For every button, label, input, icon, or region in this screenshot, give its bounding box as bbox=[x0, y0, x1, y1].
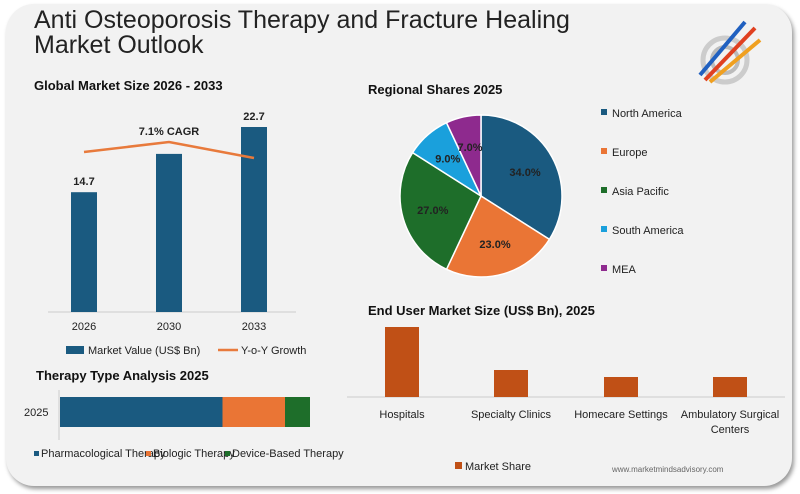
x-tick-label: Ambulatory Surgical bbox=[681, 409, 779, 421]
bar bbox=[385, 327, 419, 397]
legend-swatch bbox=[66, 346, 84, 354]
global-chart-title: Global Market Size 2026 - 2033 bbox=[34, 78, 223, 93]
legend-swatch bbox=[455, 462, 462, 469]
data-label: 27.0% bbox=[417, 205, 448, 217]
bar bbox=[494, 370, 528, 397]
website-text: www.marketmindsadvisory.com bbox=[612, 465, 724, 474]
legend-label: South America bbox=[612, 225, 684, 237]
bar bbox=[713, 377, 747, 397]
x-tick-label: Hospitals bbox=[379, 409, 425, 421]
cagr-annotation: 7.1% CAGR bbox=[139, 126, 200, 138]
data-label: 34.0% bbox=[509, 167, 540, 179]
legend-swatch bbox=[601, 265, 607, 271]
legend-swatch bbox=[34, 451, 39, 456]
legend-swatch bbox=[601, 109, 607, 115]
x-tick-label: 2030 bbox=[157, 321, 181, 333]
legend-label: Market Share bbox=[465, 461, 531, 473]
legend-label: Biologic Therapy bbox=[153, 448, 235, 460]
x-tick-label: Specialty Clinics bbox=[471, 409, 552, 421]
legend-swatch bbox=[601, 148, 607, 154]
legend-swatch bbox=[601, 226, 607, 232]
legend-label: Asia Pacific bbox=[612, 186, 669, 198]
data-label: 22.7 bbox=[243, 111, 264, 123]
bar-segment bbox=[60, 397, 223, 427]
legend-label: Y-o-Y Growth bbox=[241, 345, 306, 357]
x-tick-label: 2026 bbox=[72, 321, 96, 333]
legend-swatch bbox=[601, 187, 607, 193]
x-tick-label: 2033 bbox=[242, 321, 266, 333]
page-title: Anti Osteoporosis Therapy and Fracture H… bbox=[34, 6, 570, 59]
data-label: 14.7 bbox=[73, 176, 94, 188]
enduser-chart-title: End User Market Size (US$ Bn), 2025 bbox=[368, 303, 595, 318]
bar-segment bbox=[285, 397, 310, 427]
bar bbox=[71, 192, 97, 312]
legend-label: Device-Based Therapy bbox=[232, 448, 344, 460]
legend-label: North America bbox=[612, 108, 683, 120]
x-tick-label: Homecare Settings bbox=[574, 409, 668, 421]
yoy-growth-line bbox=[83, 140, 255, 160]
x-tick-label: Centers bbox=[711, 424, 750, 436]
legend-label: MEA bbox=[612, 264, 637, 276]
bar bbox=[156, 153, 182, 312]
logo-icon bbox=[698, 20, 762, 85]
data-label: 9.0% bbox=[435, 153, 460, 165]
legend-label: Pharmacological Therapy bbox=[41, 448, 166, 460]
pie-slice bbox=[445, 114, 482, 197]
legend-swatch bbox=[146, 451, 151, 456]
bar bbox=[241, 127, 267, 312]
pie-chart-title: Regional Shares 2025 bbox=[368, 82, 503, 97]
legend-label: Market Value (US$ Bn) bbox=[88, 345, 200, 357]
bar-segment bbox=[222, 397, 285, 427]
y-tick-label: 2025 bbox=[24, 407, 48, 419]
legend-swatch bbox=[225, 451, 230, 456]
pie-slice bbox=[399, 151, 482, 271]
therapy-chart-title: Therapy Type Analysis 2025 bbox=[36, 368, 209, 383]
data-label: 7.0% bbox=[458, 142, 483, 154]
bar bbox=[604, 377, 638, 397]
legend-label: Europe bbox=[612, 147, 647, 159]
data-label: 23.0% bbox=[479, 239, 510, 251]
